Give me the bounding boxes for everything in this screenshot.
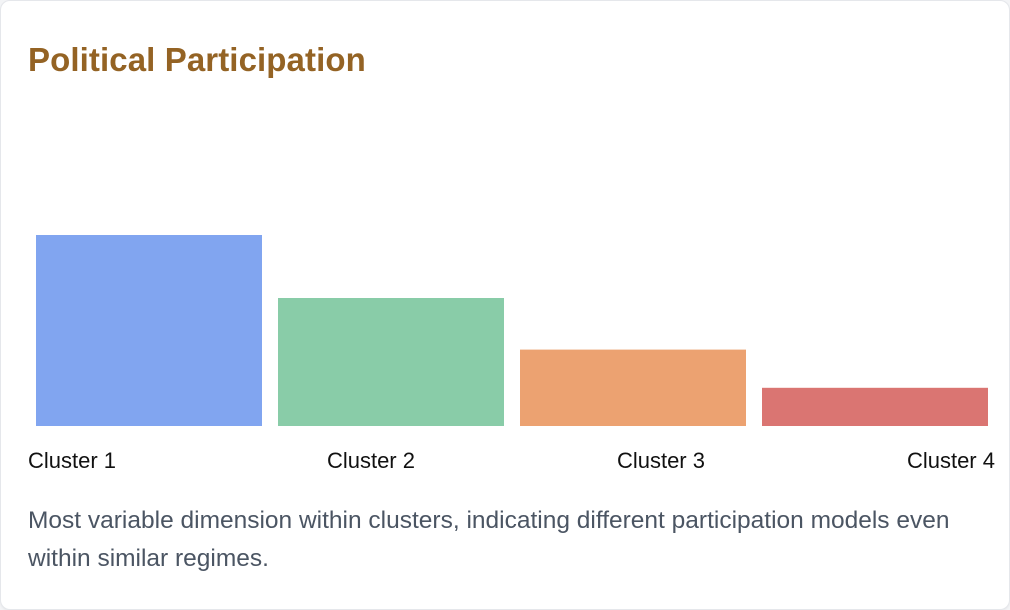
x-tick-label: Cluster 1 xyxy=(28,448,116,473)
bars-group xyxy=(36,235,988,426)
bar-cluster-3 xyxy=(520,349,746,426)
chart-title: Political Participation xyxy=(28,41,366,78)
x-tick-label: Cluster 4 xyxy=(907,448,995,473)
tick-labels-group: Cluster 1 Cluster 2 Cluster 3 Cluster 4 xyxy=(28,448,995,473)
chart-description: Most variable dimension within clusters,… xyxy=(28,507,950,572)
x-tick-label: Cluster 2 xyxy=(327,448,415,473)
bar-cluster-1 xyxy=(36,235,262,426)
x-tick-label: Cluster 3 xyxy=(617,448,705,473)
bar-cluster-4 xyxy=(762,387,988,426)
bar-cluster-2 xyxy=(278,298,504,426)
